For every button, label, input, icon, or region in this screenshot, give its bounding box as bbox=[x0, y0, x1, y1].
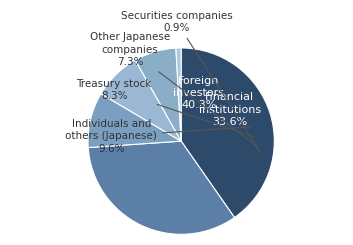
Text: Treasury stock
8.3%: Treasury stock 8.3% bbox=[76, 79, 255, 137]
Text: Foreign
investors
40.3%: Foreign investors 40.3% bbox=[173, 76, 224, 110]
Wedge shape bbox=[135, 48, 181, 141]
Text: Financial
institutions
33.6%: Financial institutions 33.6% bbox=[199, 92, 261, 127]
Text: Individuals and
others (Japanese)
9.6%: Individuals and others (Japanese) 9.6% bbox=[65, 119, 251, 154]
Wedge shape bbox=[88, 94, 181, 147]
Wedge shape bbox=[181, 48, 274, 218]
Wedge shape bbox=[88, 141, 234, 234]
Wedge shape bbox=[101, 60, 181, 141]
Text: Other Japanese
companies
7.3%: Other Japanese companies 7.3% bbox=[90, 32, 258, 147]
Wedge shape bbox=[176, 48, 181, 141]
Text: Securities companies
0.9%: Securities companies 0.9% bbox=[121, 11, 261, 152]
